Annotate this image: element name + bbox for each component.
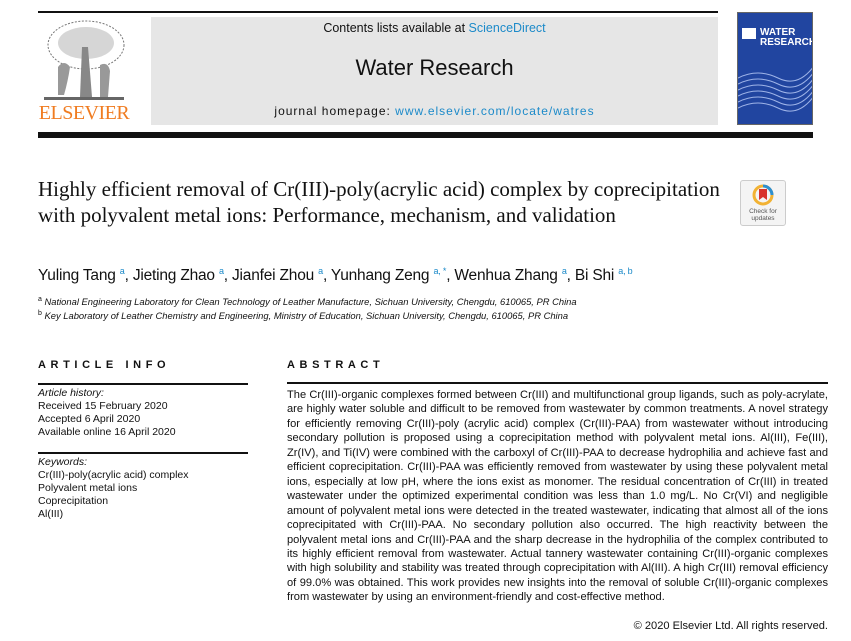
author-list: Yuling Tang a, Jieting Zhao a, Jianfei Z… [38, 266, 633, 285]
journal-cover[interactable]: WATER RESEARCH [737, 12, 813, 125]
keywords-label: Keywords: [38, 456, 88, 468]
article-title: Highly efficient removal of Cr(III)-poly… [38, 177, 720, 227]
cover-title-line-1: WATER [760, 27, 796, 38]
elsevier-logo[interactable]: ELSEVIER [38, 17, 130, 125]
publisher-name: ELSEVIER [38, 102, 130, 124]
abstract-rule [287, 382, 828, 384]
affiliation-a: a National Engineering Laboratory for Cl… [38, 296, 577, 308]
contents-prefix: Contents lists available at [323, 21, 469, 35]
keyword: Cr(III)-poly(acrylic acid) complex [38, 469, 189, 481]
author[interactable]: Wenhua Zhang a [454, 266, 567, 285]
homepage-prefix: journal homepage: [274, 104, 396, 118]
author[interactable]: Jianfei Zhou a [232, 266, 323, 285]
author[interactable]: Jieting Zhao a [132, 266, 224, 285]
sciencedirect-link[interactable]: ScienceDirect [468, 21, 546, 35]
check-for-updates-button[interactable]: Check for updates [740, 180, 786, 226]
keyword: Al(III) [38, 508, 64, 520]
cover-waves-icon [738, 67, 812, 112]
contents-line: Contents lists available at ScienceDirec… [151, 21, 718, 35]
journal-title: Water Research [355, 55, 514, 80]
article-history: Article history: Received 15 February 20… [38, 387, 176, 439]
affiliation-b: b Key Laboratory of Leather Chemistry an… [38, 310, 569, 322]
history-received: Received 15 February 2020 [38, 400, 168, 412]
keyword: Coprecipitation [38, 495, 109, 507]
history-label: Article history: [38, 387, 104, 399]
iwa-logo-icon [742, 28, 756, 39]
homepage-line: journal homepage: www.elsevier.com/locat… [151, 104, 718, 118]
check-updates-icon [752, 184, 774, 206]
abstract-heading: ABSTRACT [287, 359, 385, 371]
header-bottom-rule [38, 132, 813, 138]
keywords-rule [38, 452, 248, 454]
article-info-rule [38, 383, 248, 385]
history-online: Available online 16 April 2020 [38, 426, 176, 438]
copyright: © 2020 Elsevier Ltd. All rights reserved… [633, 620, 828, 632]
check-updates-label: Check for updates [749, 208, 777, 222]
homepage-link[interactable]: www.elsevier.com/locate/watres [395, 104, 595, 118]
article-info-heading: ARTICLE INFO [38, 359, 171, 371]
abstract-text: The Cr(III)-organic complexes formed bet… [287, 389, 828, 604]
elsevier-tree-icon [38, 17, 130, 102]
history-accepted: Accepted 6 April 2020 [38, 413, 141, 425]
author[interactable]: Bi Shi a, b [574, 266, 633, 285]
author[interactable]: Yunhang Zeng a, * [330, 266, 447, 285]
keyword: Polyvalent metal ions [38, 482, 138, 494]
author[interactable]: Yuling Tang a [38, 266, 125, 285]
journal-header-box: Contents lists available at ScienceDirec… [151, 17, 718, 125]
header-top-rule [38, 11, 718, 13]
keywords: Keywords: Cr(III)-poly(acrylic acid) com… [38, 456, 189, 521]
cover-title: WATER RESEARCH [760, 27, 813, 48]
cover-title-line-2: RESEARCH [760, 37, 813, 48]
